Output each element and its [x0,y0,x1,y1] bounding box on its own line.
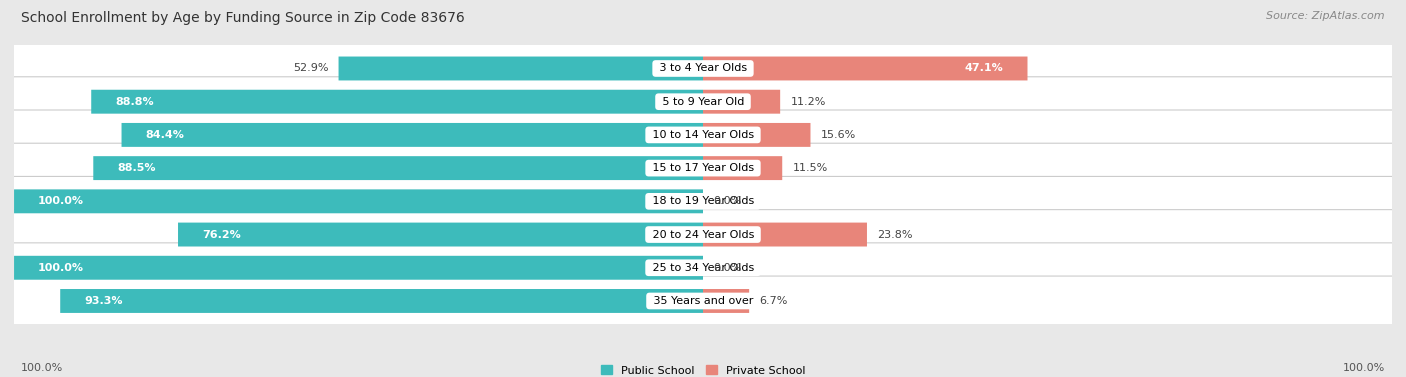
FancyBboxPatch shape [703,90,780,113]
Text: 0.0%: 0.0% [713,263,741,273]
Text: 15 to 17 Year Olds: 15 to 17 Year Olds [648,163,758,173]
FancyBboxPatch shape [121,123,703,147]
FancyBboxPatch shape [703,156,782,180]
Text: School Enrollment by Age by Funding Source in Zip Code 83676: School Enrollment by Age by Funding Sour… [21,11,465,25]
FancyBboxPatch shape [13,143,1393,193]
FancyBboxPatch shape [703,222,868,247]
Text: 23.8%: 23.8% [877,230,912,239]
Text: 11.5%: 11.5% [793,163,828,173]
Text: 3 to 4 Year Olds: 3 to 4 Year Olds [655,63,751,74]
Text: 100.0%: 100.0% [21,363,63,373]
Text: 100.0%: 100.0% [1343,363,1385,373]
Text: 52.9%: 52.9% [292,63,328,74]
Text: 76.2%: 76.2% [202,230,240,239]
FancyBboxPatch shape [13,77,1393,127]
FancyBboxPatch shape [339,57,703,80]
FancyBboxPatch shape [14,189,703,213]
Text: 88.8%: 88.8% [115,97,155,107]
Text: 84.4%: 84.4% [146,130,184,140]
FancyBboxPatch shape [60,289,703,313]
Text: 18 to 19 Year Olds: 18 to 19 Year Olds [648,196,758,206]
Text: 100.0%: 100.0% [38,263,84,273]
FancyBboxPatch shape [13,44,1393,93]
Text: 11.2%: 11.2% [790,97,825,107]
Text: 10 to 14 Year Olds: 10 to 14 Year Olds [648,130,758,140]
Text: 20 to 24 Year Olds: 20 to 24 Year Olds [648,230,758,239]
FancyBboxPatch shape [13,210,1393,259]
Text: 5 to 9 Year Old: 5 to 9 Year Old [658,97,748,107]
Text: 15.6%: 15.6% [821,130,856,140]
Text: 47.1%: 47.1% [965,63,1004,74]
Text: 88.5%: 88.5% [117,163,156,173]
Text: 6.7%: 6.7% [759,296,787,306]
FancyBboxPatch shape [93,156,703,180]
FancyBboxPatch shape [13,243,1393,293]
Text: 35 Years and over: 35 Years and over [650,296,756,306]
Text: 25 to 34 Year Olds: 25 to 34 Year Olds [648,263,758,273]
FancyBboxPatch shape [14,256,703,280]
Text: Source: ZipAtlas.com: Source: ZipAtlas.com [1267,11,1385,21]
FancyBboxPatch shape [13,176,1393,226]
FancyBboxPatch shape [703,57,1028,80]
FancyBboxPatch shape [13,110,1393,160]
FancyBboxPatch shape [13,276,1393,326]
FancyBboxPatch shape [703,289,749,313]
Text: 100.0%: 100.0% [38,196,84,206]
FancyBboxPatch shape [179,222,703,247]
FancyBboxPatch shape [703,123,810,147]
FancyBboxPatch shape [91,90,703,113]
Text: 93.3%: 93.3% [84,296,122,306]
Text: 0.0%: 0.0% [713,196,741,206]
Legend: Public School, Private School: Public School, Private School [596,361,810,377]
